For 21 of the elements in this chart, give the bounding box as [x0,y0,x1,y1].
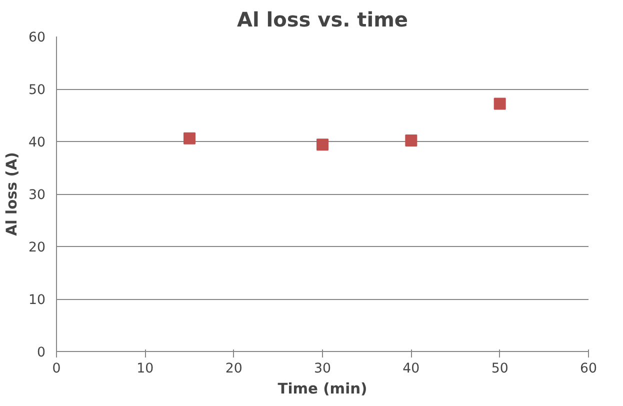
chart-title: Al loss vs. time [237,8,408,32]
y-tick-label: 40 [28,136,46,150]
x-tick-label: 30 [314,362,331,376]
point [316,138,328,151]
point [184,132,196,144]
point [405,134,418,146]
x-tick-label: 40 [402,362,420,376]
y-tick-label: 60 [28,30,46,46]
y-tick-label: 0 [37,346,46,360]
point [494,98,506,110]
x-tick-label: 20 [225,362,242,376]
x-tick-label: 50 [491,362,508,376]
x-tick-label: 0 [52,362,61,376]
y-axis-title: Al loss (A) [4,152,21,236]
x-tick-label: 10 [136,362,154,376]
y-tick-label: 50 [28,83,46,98]
y-tick-label: 30 [28,188,46,203]
x-axis-title: Time (min) [278,380,368,398]
x-tick-label: 60 [580,362,597,376]
y-tick-label: 10 [28,293,46,308]
y-tick-label: 20 [28,240,46,256]
